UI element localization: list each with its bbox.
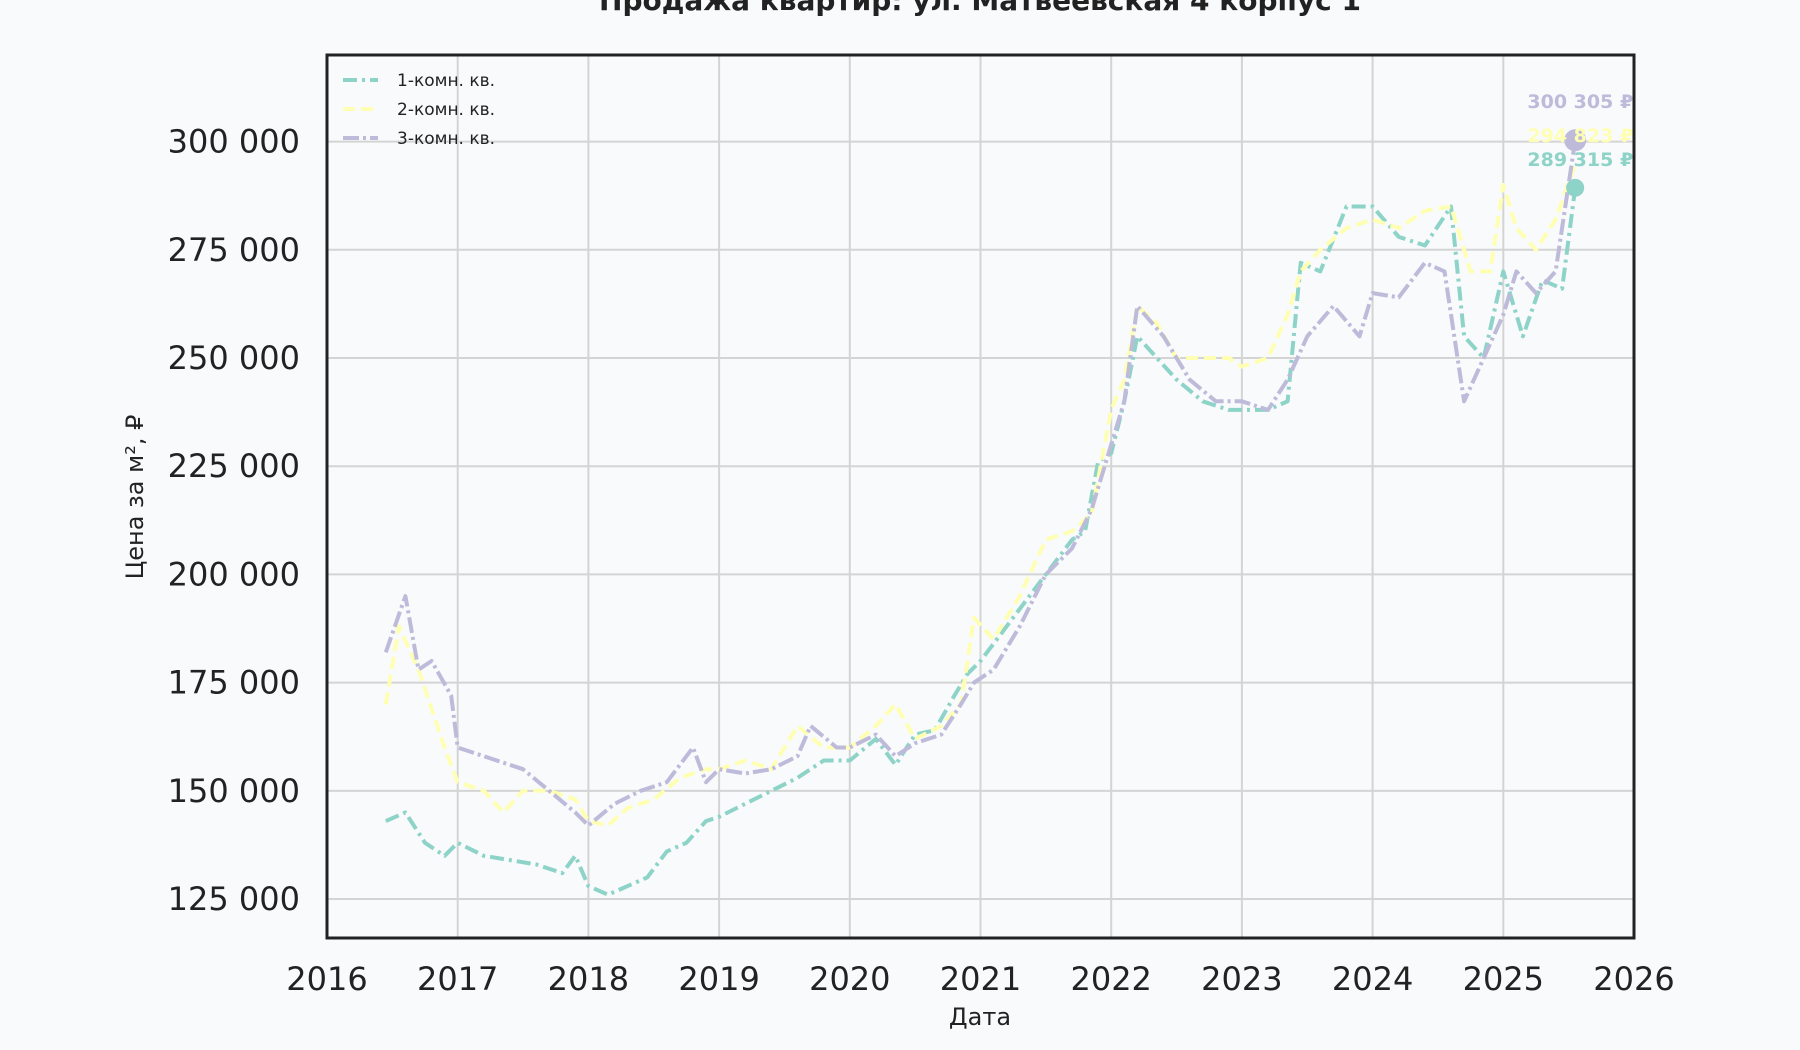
x-tick-label: 2024 <box>1332 960 1413 998</box>
chart-title: Продажа квартир: ул. Матвеевская 4 корпу… <box>599 0 1361 17</box>
legend-label: 2-комн. кв. <box>397 100 495 120</box>
legend: 1-комн. кв. 2-комн. кв. 3-комн. кв. <box>343 71 495 149</box>
x-tick-label: 2019 <box>678 960 759 998</box>
x-tick-label: 2022 <box>1070 960 1151 998</box>
end-value-label: 300 305 ₽ <box>1527 91 1633 113</box>
end-annotations: 300 305 ₽ 294 823 ₽289 315 ₽ <box>1527 91 1633 197</box>
series-line-3 <box>383 139 1578 828</box>
y-tick-label: 225 000 <box>168 447 300 485</box>
x-axis-ticks: 2016 2017 2018 2019 2020 2021 2022 2023 2024 2025… <box>286 960 1674 998</box>
end-point-marker <box>1564 129 1587 152</box>
x-tick-label: 2018 <box>548 960 629 998</box>
end-point-marker <box>1566 178 1585 197</box>
x-tick-label: 2026 <box>1593 960 1674 998</box>
y-tick-label: 275 000 <box>168 231 300 269</box>
x-tick-label: 2020 <box>809 960 890 998</box>
legend-label: 3-комн. кв. <box>397 129 495 149</box>
x-tick-label: 2025 <box>1463 960 1544 998</box>
x-tick-label: 2021 <box>940 960 1021 998</box>
y-axis-label: Цена за м², ₽ <box>121 415 149 580</box>
series-lines <box>383 139 1578 897</box>
series-line-1 <box>384 187 1578 897</box>
end-value-label: 294 823 ₽ <box>1527 125 1633 147</box>
y-tick-label: 175 000 <box>168 664 300 702</box>
x-tick-label: 2016 <box>286 960 367 998</box>
y-tick-label: 300 000 <box>168 123 300 161</box>
y-tick-label: 150 000 <box>168 772 300 810</box>
y-axis-ticks: 125 000 150 000 175 000 200 000 225 000 250 0… <box>168 123 300 918</box>
x-axis-label: Дата <box>949 1003 1011 1031</box>
y-tick-label: 250 000 <box>168 339 300 377</box>
y-tick-label: 200 000 <box>168 555 300 593</box>
plot-frame <box>325 53 1636 940</box>
end-value-label: 289 315 ₽ <box>1527 149 1633 171</box>
y-tick-label: 125 000 <box>168 880 300 918</box>
x-tick-label: 2023 <box>1201 960 1282 998</box>
grid <box>326 55 1635 938</box>
x-tick-label: 2017 <box>417 960 498 998</box>
legend-label: 1-комн. кв. <box>397 71 495 91</box>
